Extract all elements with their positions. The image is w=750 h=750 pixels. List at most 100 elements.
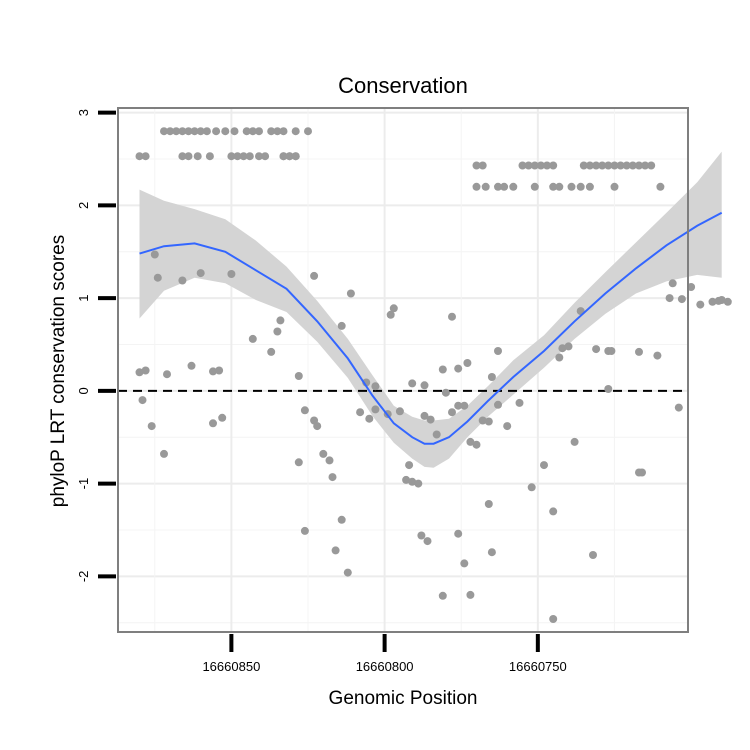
y-tick-label: 2 — [76, 202, 91, 209]
data-point — [494, 347, 502, 355]
data-point — [325, 456, 334, 465]
data-point — [304, 127, 312, 136]
data-point — [371, 405, 380, 414]
data-point — [160, 127, 168, 136]
y-tick-label: 1 — [76, 294, 91, 301]
data-point — [331, 546, 340, 555]
data-point — [160, 449, 168, 458]
chart-title: Conservation — [338, 73, 468, 98]
plot-panel — [118, 108, 688, 632]
data-point — [472, 440, 481, 449]
data-point — [555, 182, 564, 191]
data-point — [395, 407, 404, 416]
data-point — [555, 353, 564, 362]
data-point — [665, 294, 674, 303]
data-point — [610, 182, 619, 191]
y-tick-label: 0 — [76, 387, 91, 394]
data-point — [687, 283, 696, 291]
data-point — [579, 161, 588, 170]
data-point — [267, 347, 276, 356]
data-point — [215, 366, 224, 375]
data-point — [209, 419, 217, 428]
data-point — [589, 551, 597, 559]
data-point — [481, 182, 490, 191]
data-point — [386, 310, 395, 319]
data-point — [273, 127, 282, 136]
confidence-band-layer — [139, 151, 722, 468]
data-point — [426, 415, 435, 424]
data-point — [196, 269, 205, 278]
smooth-line-layer — [139, 211, 723, 445]
data-point — [549, 507, 558, 516]
y-tick-label: 3 — [76, 109, 91, 116]
data-point — [509, 182, 518, 191]
data-point — [494, 400, 502, 409]
data-point — [423, 537, 432, 546]
data-point — [641, 161, 650, 170]
data-point — [147, 422, 156, 431]
data-point — [153, 273, 162, 282]
data-point — [515, 398, 524, 407]
data-point — [300, 526, 309, 535]
data-point — [487, 548, 496, 557]
data-point — [549, 161, 558, 170]
data-point — [233, 152, 242, 161]
data-point — [141, 152, 150, 161]
data-point — [549, 182, 558, 191]
data-point — [300, 406, 309, 415]
data-points-layer — [135, 127, 732, 623]
data-point — [230, 127, 239, 136]
data-point — [438, 365, 447, 374]
data-point — [202, 127, 211, 136]
x-tick-label: 16660750 — [509, 659, 567, 674]
data-point — [616, 161, 625, 170]
data-point — [592, 161, 601, 170]
data-point — [420, 411, 429, 420]
data-point — [255, 127, 263, 136]
data-point — [527, 483, 536, 492]
data-point — [696, 300, 705, 309]
data-point — [291, 152, 300, 161]
data-point — [647, 161, 656, 170]
data-point — [389, 304, 398, 313]
x-axis-title: Genomic Position — [329, 688, 478, 709]
data-point — [138, 396, 147, 405]
data-point — [570, 437, 579, 446]
data-point — [245, 152, 254, 161]
data-point — [417, 531, 426, 540]
data-point — [454, 364, 463, 373]
data-point — [294, 458, 303, 467]
data-point — [536, 161, 545, 170]
y-tick-label: -1 — [76, 478, 91, 490]
data-point — [328, 473, 337, 482]
data-point — [622, 161, 631, 170]
data-point — [503, 422, 512, 431]
data-point — [279, 127, 288, 136]
y-axis: -2 -1 0 1 2 3 — [76, 109, 116, 582]
data-point — [356, 408, 365, 417]
data-point — [635, 347, 643, 356]
data-point — [178, 127, 187, 136]
data-point — [408, 477, 417, 486]
data-point — [273, 327, 282, 336]
x-tick-label: 16660800 — [356, 659, 414, 674]
data-point — [178, 276, 187, 285]
data-point — [184, 127, 193, 136]
data-point — [346, 289, 355, 298]
data-point — [472, 182, 481, 191]
data-point — [717, 296, 726, 304]
data-point — [708, 297, 717, 306]
data-point — [402, 475, 411, 484]
data-point — [635, 468, 643, 477]
data-point — [610, 161, 619, 170]
data-point — [604, 161, 613, 170]
data-point — [604, 385, 613, 393]
data-point — [163, 370, 171, 379]
data-point — [500, 182, 509, 191]
data-point — [294, 372, 303, 380]
data-point — [365, 414, 374, 423]
data-point — [432, 430, 441, 439]
data-point — [150, 250, 159, 259]
data-point — [607, 347, 616, 355]
data-point — [239, 152, 248, 161]
